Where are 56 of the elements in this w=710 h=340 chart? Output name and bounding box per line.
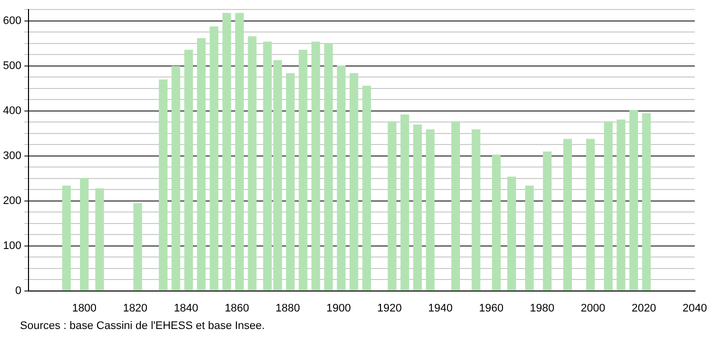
bar (80, 178, 89, 291)
x-tick-label: 2040 (682, 302, 708, 314)
y-tick-label: 400 (2, 104, 22, 117)
y-tick-label: 100 (2, 240, 22, 252)
bar (311, 42, 320, 291)
bar (586, 138, 595, 291)
x-tick-label: 1980 (530, 302, 554, 314)
x-tick-label: 1900 (326, 302, 351, 314)
bar (324, 43, 333, 291)
bar (525, 186, 534, 291)
bar (184, 50, 193, 291)
bar (336, 66, 346, 291)
x-tick-label: 1860 (224, 302, 250, 314)
x-tick-label: 2020 (632, 302, 656, 314)
bar (426, 129, 435, 291)
bar (616, 120, 626, 291)
x-tick-label: 1940 (428, 302, 453, 314)
bar (542, 151, 552, 291)
y-tick-label: 200 (2, 194, 22, 207)
y-tick-label: 600 (2, 14, 22, 27)
bar (563, 138, 572, 291)
x-tick-label: 1800 (72, 302, 97, 314)
x-tick-label: 1840 (174, 302, 198, 314)
bar (248, 36, 257, 291)
x-tick-label: 1920 (377, 302, 402, 314)
y-tick-label: 300 (2, 150, 22, 162)
x-tick-label: 1820 (122, 302, 148, 314)
bar (286, 73, 295, 291)
y-tick-label: 500 (2, 60, 22, 72)
bar (133, 203, 142, 291)
bar (172, 66, 180, 291)
bar (604, 121, 613, 291)
bar (492, 154, 501, 291)
bar (196, 38, 206, 291)
bar (210, 26, 218, 291)
bar (298, 50, 308, 291)
bar (472, 129, 480, 291)
bar (62, 186, 71, 291)
y-tick-label: 0 (15, 284, 22, 297)
x-tick-label: 2000 (580, 302, 606, 314)
bar (388, 121, 396, 291)
source-note: Sources : base Cassini de l'EHESS et base Insee. (20, 320, 265, 332)
bar (222, 12, 232, 291)
bar (400, 114, 410, 291)
bar (451, 121, 460, 291)
bar (362, 86, 371, 291)
bar (350, 73, 358, 291)
x-tick-label: 1880 (276, 302, 300, 314)
bar (629, 110, 638, 291)
bar (413, 124, 422, 291)
bar (158, 79, 168, 291)
bar (507, 176, 516, 291)
bar (95, 188, 104, 291)
bar (642, 113, 651, 291)
bar (235, 12, 244, 291)
x-tick-label: 1960 (479, 302, 504, 314)
